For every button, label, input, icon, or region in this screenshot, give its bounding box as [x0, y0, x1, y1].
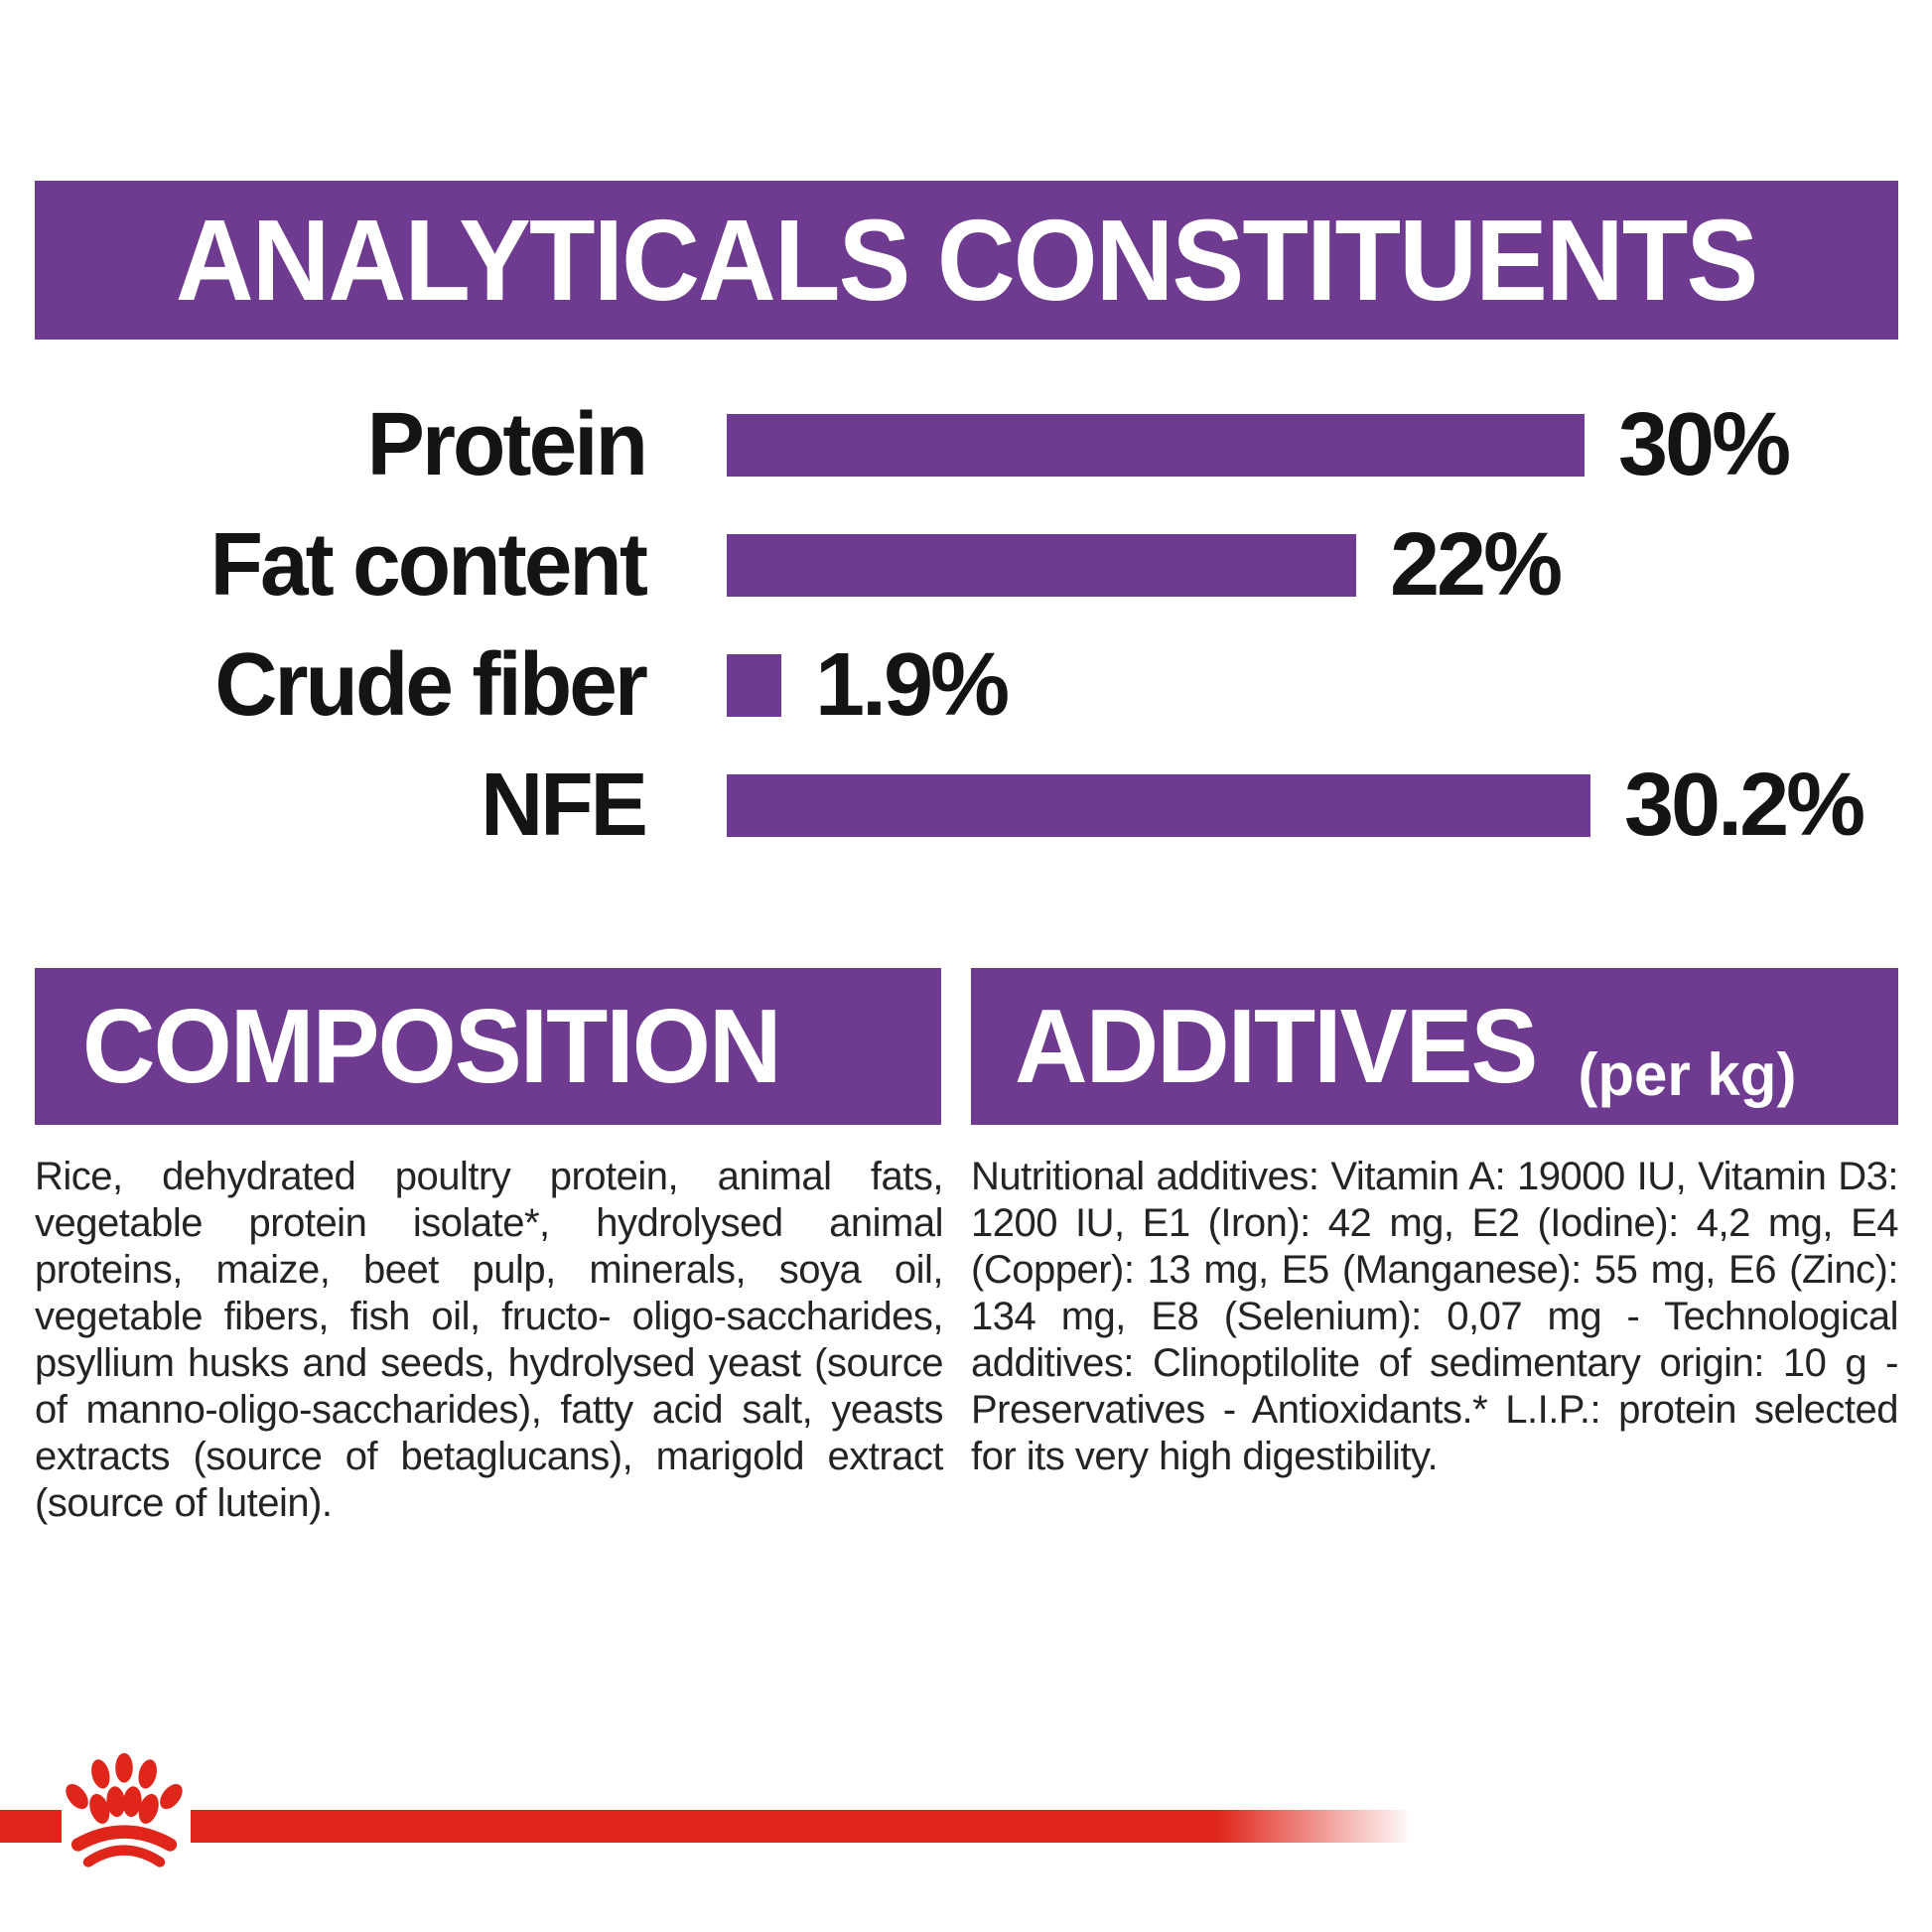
chart-row: Protein 30%: [35, 395, 1792, 494]
chart-row-label: Crude fiber: [214, 634, 648, 735]
chart-row-label: Protein: [366, 394, 648, 494]
chart-bar-value: 30.2%: [1624, 755, 1865, 855]
analyticals-banner: ANALYTICALS CONSTITUENTS: [35, 181, 1898, 340]
additives-section-header: ADDITIVES (per kg): [971, 968, 1898, 1125]
chart-row: NFE 30.2%: [35, 756, 1865, 855]
additives-body: Nutritional additives: Vitamin A: 19000 …: [971, 1155, 1899, 1478]
chart-row: Fat content 22%: [35, 515, 1564, 615]
royal-canin-paw-crown-icon: [63, 1745, 186, 1878]
chart-bar-value: 1.9%: [815, 634, 1010, 735]
chart-row-label: Fat content: [209, 514, 648, 615]
chart-bar-value: 30%: [1618, 394, 1791, 494]
additives-title: ADDITIVES: [1015, 987, 1538, 1105]
chart-bar: [727, 413, 1585, 477]
page-title: ANALYTICALS CONSTITUENTS: [176, 196, 1758, 325]
chart-bar: [727, 773, 1590, 837]
footer-red-line-right: [191, 1810, 1413, 1843]
additives-title-suffix: (per kg): [1578, 1041, 1797, 1108]
composition-section-header: COMPOSITION: [35, 968, 941, 1125]
chart-bar: [727, 653, 781, 717]
chart-bar: [727, 533, 1356, 597]
footer-red-line-left: [0, 1810, 62, 1843]
composition-body: Rice, dehydrated poultry protein, animal…: [35, 1155, 944, 1525]
composition-title: COMPOSITION: [82, 987, 781, 1105]
chart-row: Crude fiber 1.9%: [35, 635, 1010, 735]
chart-row-label: NFE: [481, 755, 648, 855]
chart-bar-value: 22%: [1390, 514, 1563, 615]
